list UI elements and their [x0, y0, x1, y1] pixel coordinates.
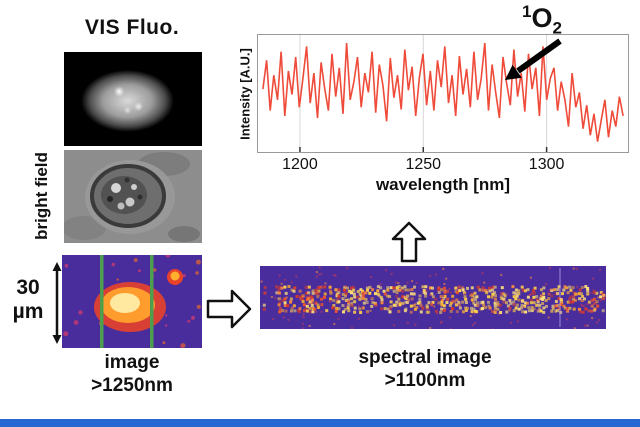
tick-label-1250: 1250 — [405, 156, 441, 174]
figure-root: VIS Fluo. bright field 30 µm — [0, 0, 640, 427]
spectrum-canvas — [258, 35, 628, 152]
vis-fluo-label: VIS Fluo. — [62, 16, 202, 40]
spectral-image-caption: spectral image >1100nm — [308, 347, 542, 393]
spectral-image — [260, 266, 606, 329]
y-axis-label: Intensity [A.U.] — [238, 48, 253, 140]
spectral-image-strip — [260, 266, 606, 329]
bottom-blue-bar — [0, 419, 640, 427]
o2-pointer-arrow-icon — [497, 36, 567, 84]
bright-field-label: bright field — [32, 152, 52, 240]
x-axis-ticks: 1200 1250 1300 — [258, 156, 628, 174]
flow-arrow-up-icon — [389, 221, 429, 263]
bright-field-image — [64, 150, 202, 243]
nir-caption-line1: image — [48, 352, 216, 375]
scale-unit: µm — [6, 300, 50, 324]
tick-label-1200: 1200 — [282, 156, 318, 174]
x-axis-label: wavelength [nm] — [258, 175, 628, 195]
nir-image-caption: image >1250nm — [48, 352, 216, 398]
o2-subscript: 2 — [552, 18, 561, 37]
bright-field-micrograph — [64, 150, 202, 243]
flow-arrow-right-icon — [206, 287, 252, 331]
o2-base: O — [531, 3, 552, 33]
vis-fluo-image — [64, 52, 202, 146]
scale-bar-label: 30 µm — [6, 276, 50, 324]
nir-image — [62, 255, 202, 348]
spectral-caption-line2: >1100nm — [308, 370, 542, 393]
spectral-caption-line1: spectral image — [308, 347, 542, 370]
spectrum-plot — [257, 34, 629, 153]
nir-micrograph — [62, 255, 202, 348]
singlet-oxygen-label: 1O2 — [522, 2, 562, 38]
tick-label-1300: 1300 — [529, 156, 565, 174]
scale-value: 30 — [6, 276, 50, 300]
nir-caption-line2: >1250nm — [48, 375, 216, 398]
